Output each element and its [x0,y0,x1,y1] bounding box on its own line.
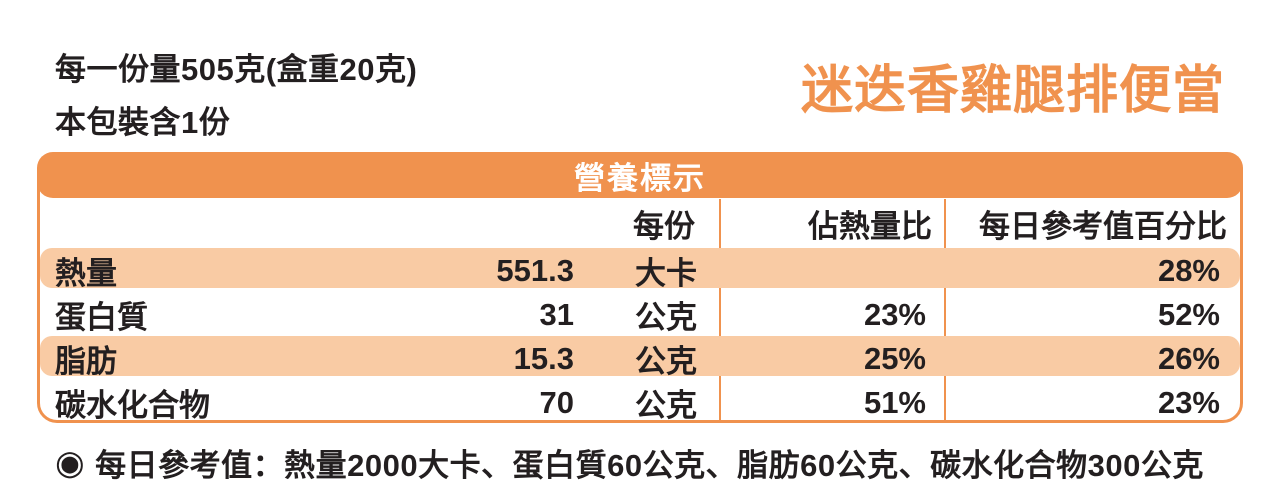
table-header-row: 每份 佔熱量比 每日參考值百分比 [40,198,1240,248]
table-row-fat: 脂肪 15.3 公克 25% 26% [40,336,1240,379]
table-body: 熱量 551.3 大卡 28% 蛋白質 31 公克 23% 52% 脂肪 15.… [40,248,1240,424]
row-pct-daily-value: 23% [1157,384,1220,420]
row-unit: 大卡 [635,256,697,291]
column-header-per-serving: 每份 [633,208,695,244]
column-divider-2 [944,199,946,420]
product-title: 迷迭香雞腿排便當 [800,62,1225,120]
serving-size-line: 每一份量505克(盒重20克) [55,52,418,87]
servings-per-package-line: 本包裝含1份 [55,105,231,140]
row-label: 脂肪 [55,344,117,379]
row-pct-daily-value: 28% [1157,252,1220,288]
row-label: 蛋白質 [55,300,148,335]
row-unit: 公克 [635,300,697,335]
row-pct-of-calories: 25% [863,340,926,376]
row-value: 15.3 [513,340,574,376]
row-pct-of-calories: 23% [863,296,926,332]
row-value: 31 [539,296,574,332]
row-label: 碳水化合物 [55,388,210,423]
row-pct-of-calories: 51% [863,384,926,420]
column-header-pct-of-calories: 佔熱量比 [808,208,932,244]
row-pct-daily-value: 52% [1157,296,1220,332]
table-row-carbohydrate: 碳水化合物 70 公克 51% 23% [40,380,1240,424]
daily-reference-footnote: ◉ 每日參考值：熱量2000大卡、蛋白質60公克、脂肪60公克、碳水化合物300… [55,440,1204,485]
row-unit: 公克 [635,388,697,423]
column-divider-1 [719,199,721,420]
row-pct-daily-value: 26% [1157,340,1220,376]
row-value: 70 [539,384,574,420]
bullseye-bullet-icon: ◉ [55,443,86,482]
row-value: 551.3 [496,252,574,288]
table-row-calories: 熱量 551.3 大卡 28% [40,248,1240,291]
column-header-pct-daily-value: 每日參考值百分比 [979,208,1227,244]
nutrition-table-title-bar: 營養標示 [37,152,1243,198]
table-row-protein: 蛋白質 31 公克 23% 52% [40,292,1240,336]
row-unit: 公克 [635,344,697,379]
daily-reference-text: 每日參考值：熱量2000大卡、蛋白質60公克、脂肪60公克、碳水化合物300公克 [95,448,1204,483]
nutrition-table: 營養標示 每份 佔熱量比 每日參考值百分比 熱量 551.3 大卡 28% 蛋白… [37,152,1243,423]
row-label: 熱量 [55,256,117,291]
